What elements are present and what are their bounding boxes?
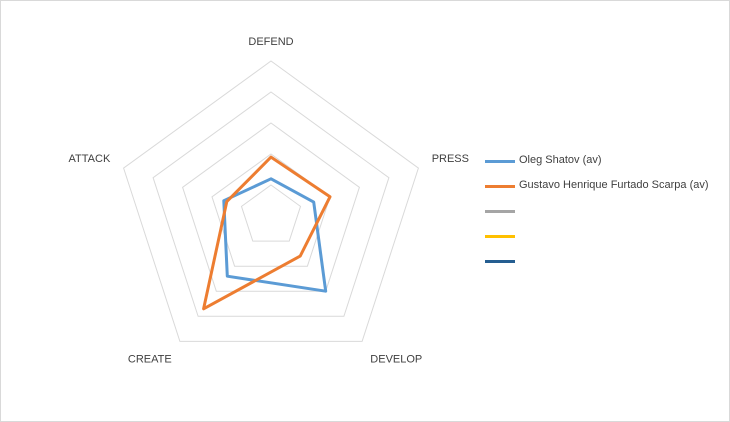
legend-swatch-5	[485, 260, 515, 263]
legend-label-1: Oleg Shatov (av)	[519, 154, 602, 166]
grid-ring-5	[123, 60, 419, 342]
grid-ring-3	[182, 122, 360, 292]
axis-label-create: CREATE	[128, 354, 172, 366]
legend-swatch-2	[485, 185, 515, 188]
grid-ring-2	[211, 153, 331, 267]
axis-label-press: PRESS	[432, 153, 469, 165]
axis-label-develop: DEVELOP	[370, 354, 422, 366]
legend-label-2: Gustavo Henrique Furtado Scarpa (av)	[519, 179, 709, 191]
data-series	[202, 155, 332, 311]
legend-swatch-1	[485, 160, 515, 163]
grid-ring-4	[152, 91, 390, 317]
series-line-2	[202, 155, 332, 311]
radar-grid	[123, 60, 419, 342]
axis-labels: DEFEND PRESS DEVELOP CREATE ATTACK	[69, 36, 469, 366]
grid-ring-1	[240, 184, 302, 242]
axis-label-defend: DEFEND	[248, 36, 293, 48]
legend-swatch-4	[485, 235, 515, 238]
legend-swatch-3	[485, 210, 515, 213]
axis-label-attack: ATTACK	[69, 153, 111, 165]
